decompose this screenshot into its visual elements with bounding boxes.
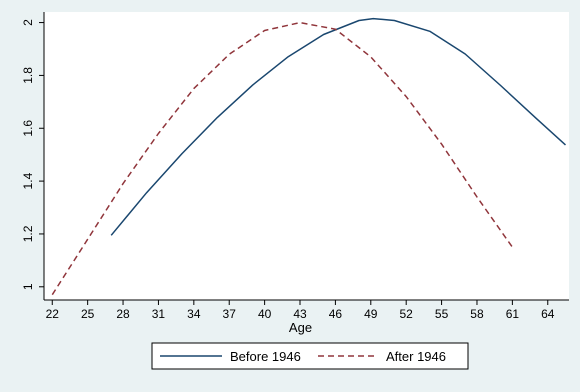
legend-entry-after-1946-label: After 1946 bbox=[386, 349, 446, 364]
x-tick-label: 37 bbox=[223, 307, 237, 321]
y-tick-label: 1.2 bbox=[21, 225, 35, 242]
legend-entry-before-1946-label: Before 1946 bbox=[230, 349, 301, 364]
series-line-after-1946 bbox=[51, 21, 514, 296]
y-tick-label: 1.6 bbox=[21, 120, 35, 137]
x-axis-title: Age bbox=[289, 320, 312, 335]
x-tick-label: 58 bbox=[470, 307, 484, 321]
x-tick-label: 46 bbox=[329, 307, 343, 321]
x-tick-label: 64 bbox=[541, 307, 555, 321]
x-tick-label: 22 bbox=[46, 307, 60, 321]
series-line-before-1946 bbox=[110, 17, 567, 236]
x-tick-label: 61 bbox=[506, 307, 520, 321]
x-tick-label: 55 bbox=[435, 307, 449, 321]
plot-area bbox=[44, 12, 569, 300]
y-tick-label: 2 bbox=[21, 19, 35, 26]
x-tick-label: 25 bbox=[81, 307, 95, 321]
x-tick-label: 40 bbox=[258, 307, 272, 321]
x-tick-label: 52 bbox=[400, 307, 414, 321]
y-tick-label: 1.8 bbox=[21, 67, 35, 84]
x-tick-label: 43 bbox=[293, 307, 307, 321]
x-tick-label: 31 bbox=[152, 307, 166, 321]
x-tick-label: 34 bbox=[187, 307, 201, 321]
x-tick-label: 49 bbox=[364, 307, 378, 321]
y-tick-label: 1.4 bbox=[21, 172, 35, 189]
x-tick-label: 28 bbox=[116, 307, 130, 321]
y-tick-label: 1 bbox=[21, 283, 35, 290]
